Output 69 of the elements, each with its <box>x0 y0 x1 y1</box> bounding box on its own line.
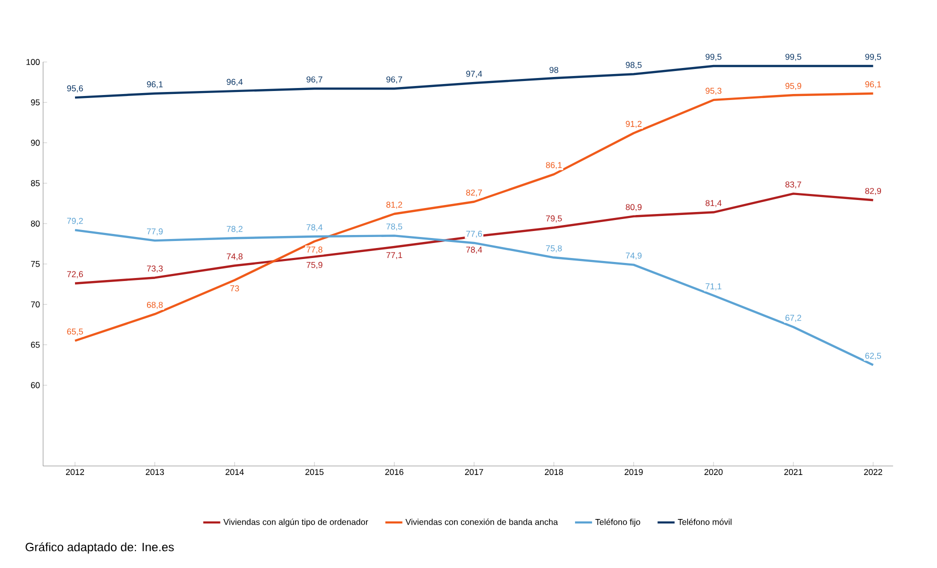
x-tick-label: 2020 <box>704 469 723 476</box>
data-label: 83,7 <box>785 181 802 189</box>
data-label: 96,1 <box>865 81 881 88</box>
data-label: 75,8 <box>546 245 562 252</box>
data-label: 99,5 <box>865 54 882 61</box>
data-label: 73 <box>230 285 239 292</box>
x-tick-label: 2012 <box>66 469 84 476</box>
data-label: 98,5 <box>626 62 642 69</box>
data-label: 74,9 <box>626 252 642 260</box>
data-label: 67,2 <box>785 314 802 322</box>
data-label: 80,9 <box>626 204 642 212</box>
data-label: 96,4 <box>226 78 243 86</box>
data-label: 91,2 <box>626 120 642 128</box>
x-tick-label: 2018 <box>544 469 563 476</box>
data-label: 74,8 <box>226 253 243 260</box>
legend-label: Teléfono fijo <box>595 518 640 527</box>
y-tick-label: 70 <box>31 301 40 308</box>
data-label: 79,2 <box>67 218 83 225</box>
x-tick-label: 2014 <box>226 469 244 476</box>
data-label: 62,5 <box>865 352 882 360</box>
x-tick-label: 2013 <box>146 469 164 476</box>
data-label: 77,1 <box>386 252 402 260</box>
data-label: 99,5 <box>785 54 802 61</box>
x-tick-label: 2016 <box>385 469 404 476</box>
data-label: 96,7 <box>386 76 402 84</box>
x-tick-label: 2019 <box>624 469 643 476</box>
data-label: 97,4 <box>466 70 482 78</box>
x-tick-label: 2017 <box>465 469 484 476</box>
data-label: 65,5 <box>67 328 83 336</box>
data-label: 96,7 <box>306 76 322 84</box>
data-label: 82,7 <box>466 190 482 197</box>
data-label: 77,8 <box>306 246 322 254</box>
legend-label: Teléfono móvil <box>678 518 732 525</box>
y-tick-label: 65 <box>31 342 40 348</box>
x-tick-label: 2021 <box>784 469 802 476</box>
legend-label: Viviendas con algún tipo de ordenador <box>223 518 368 527</box>
data-label: 81,4 <box>706 200 722 208</box>
y-tick-label: 60 <box>31 382 40 388</box>
y-tick-label: 100 <box>26 58 40 65</box>
data-label: 78,2 <box>226 226 242 233</box>
data-label: 68,8 <box>146 302 163 309</box>
data-label: 73,3 <box>146 266 163 273</box>
data-label: 71,1 <box>706 283 722 290</box>
data-label: 77,6 <box>466 230 482 238</box>
data-label: 98 <box>550 66 558 73</box>
data-label: 78,5 <box>386 224 402 231</box>
y-tick-label: 85 <box>30 180 40 186</box>
data-label: 95,3 <box>706 88 722 95</box>
data-label: 75,9 <box>306 262 322 269</box>
y-tick-label: 95 <box>31 99 40 106</box>
data-label: 96,1 <box>146 81 163 88</box>
data-label: 86,1 <box>546 162 562 170</box>
data-label: 81,2 <box>386 202 402 209</box>
data-label: 72,6 <box>67 271 83 278</box>
text: Gráfico adaptado de: Ine.es <box>26 542 174 554</box>
x-tick-label: 2022 <box>864 469 882 476</box>
x-tick-label: 2015 <box>305 469 324 476</box>
data-label: 77,9 <box>146 228 163 236</box>
data-label: 78,4 <box>466 246 482 254</box>
y-tick-label: 80 <box>30 220 40 227</box>
legend-label: Viviendas con conexión de banda ancha <box>405 518 558 525</box>
y-tick-label: 75 <box>31 261 40 267</box>
y-tick-label: 90 <box>31 140 40 146</box>
data-label: 95,9 <box>785 82 802 90</box>
data-label: 78,4 <box>306 224 322 232</box>
data-label: 79,5 <box>546 215 562 222</box>
data-label: 99,5 <box>706 54 722 61</box>
data-label: 95,6 <box>67 85 83 92</box>
data-label: 82,9 <box>865 188 882 195</box>
